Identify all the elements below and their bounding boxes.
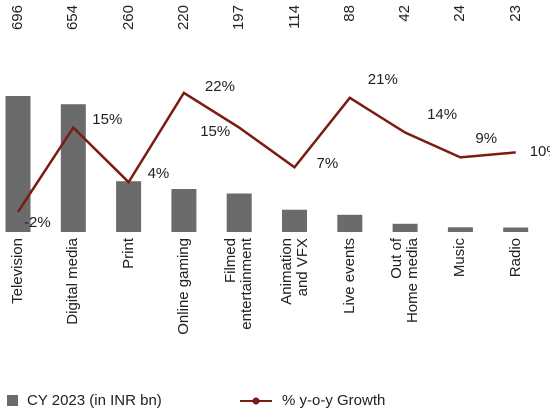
bar [282,209,307,232]
bar [5,96,31,232]
growth-label: 9% [475,130,498,148]
bar [116,181,142,232]
category-label: Animation and VFX [277,238,311,305]
legend-marker [252,397,260,405]
growth-label: -2% [24,213,51,231]
category-label: Out of Home media [388,238,422,324]
category-label: Music [451,238,469,278]
growth-label: 21% [367,70,398,88]
growth-label: 15% [92,110,123,128]
growth-line [16,91,516,213]
bar-value-label: 24 [451,5,469,22]
category-label: Digital media [64,238,82,325]
bar [392,223,418,232]
bar-value-label: 197 [230,5,248,31]
bar [447,227,473,232]
category-label: Radio [506,238,524,278]
category-label: Live events [340,238,358,314]
bar [226,193,252,232]
bar-value-label: 654 [64,5,82,31]
category-label: Print [119,238,137,269]
growth-label: 10% [529,143,550,161]
legend-label: % y-o-y Growth [282,392,386,409]
legend-swatch [7,395,18,406]
growth-label: 14% [427,105,458,123]
bar [60,104,86,232]
bar-value-label: 88 [340,5,358,22]
bar-value-label: 42 [396,5,414,22]
bar [503,227,529,232]
bar-value-label: 23 [506,5,524,22]
growth-label: 15% [200,122,231,140]
growth-label: 22% [204,77,235,95]
bar [171,189,197,232]
growth-label: 7% [316,155,339,173]
bar-value-label: 696 [9,5,26,31]
bar-value-label: 114 [285,5,303,29]
legend-label: CY 2023 (in INR bn) [27,392,162,409]
bar-value-label: 260 [119,5,137,31]
bar [337,214,363,232]
category-label: Television [9,238,26,304]
growth-label: 4% [147,165,170,183]
bar-value-label: 220 [174,5,192,31]
category-label: Filmed entertainment [222,238,256,330]
category-label: Online gaming [174,238,192,335]
